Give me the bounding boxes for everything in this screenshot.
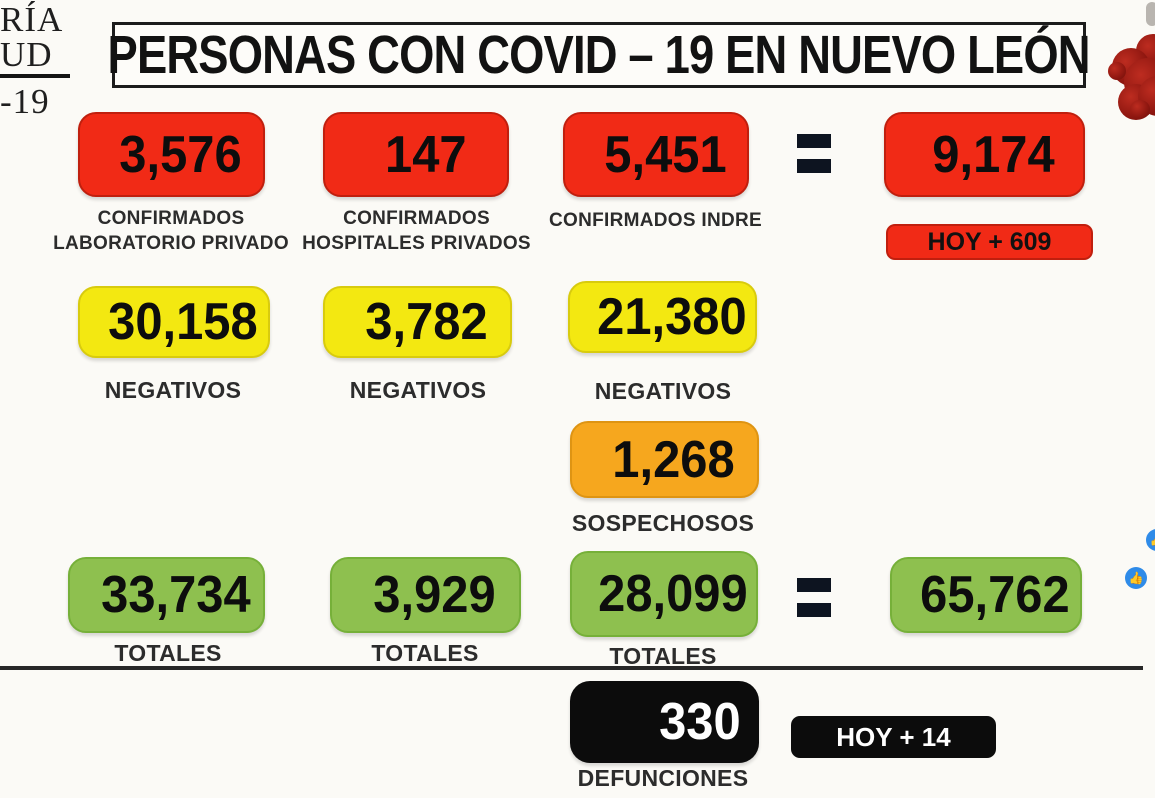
negatives-private-lab-box: 30,158 (78, 286, 270, 358)
confirmed-private-hospitals-label: CONFIRMADOS HOSPITALES PRIVADOS (294, 206, 539, 256)
virus-blob (1130, 100, 1150, 118)
totals-private-hospitals-value: 3,929 (373, 566, 497, 624)
label-line: NEGATIVOS (594, 378, 732, 404)
label-line: HOSPITALES PRIVADOS (302, 233, 531, 254)
negatives-private-lab-value: 30,158 (108, 293, 259, 351)
negatives-private-hospitals-label: NEGATIVOS (308, 378, 528, 402)
confirmed-today-badge: HOY + 609 (886, 224, 1093, 260)
deaths-value: 330 (659, 693, 741, 751)
confirmed-private-lab-value: 3,576 (119, 125, 243, 184)
negatives-indre-value: 21,380 (597, 288, 747, 346)
negatives-private-lab-label: NEGATIVOS (63, 378, 283, 402)
confirmed-indre-label: CONFIRMADOS INDRE (533, 208, 778, 233)
deaths-label: DEFUNCIONES (553, 766, 773, 790)
negatives-private-hospitals-box: 3,782 (323, 286, 512, 358)
thumbs-up-icon: 👍 (1125, 567, 1147, 589)
label-line: TOTALES (609, 643, 717, 669)
totals-private-lab-box: 33,734 (68, 557, 265, 633)
equals-bar (797, 159, 831, 173)
totals-private-lab-label: TOTALES (58, 641, 278, 665)
equals-bar (797, 578, 831, 592)
virus-blob (1112, 48, 1150, 86)
equals-bar (797, 134, 831, 148)
confirmed-private-lab-box: 3,576 (78, 112, 265, 197)
deaths-today-badge: HOY + 14 (791, 716, 996, 758)
deaths-today-text: HOY + 14 (836, 721, 951, 752)
totals-private-hospitals-box: 3,929 (330, 557, 521, 633)
suspects-value: 1,268 (612, 430, 736, 489)
title-banner: PERSONAS CON COVID – 19 EN NUEVO LEÓN (108, 22, 1091, 88)
logo-underline (0, 74, 70, 78)
secretaria-salud-logo-fragment: RÍA UD -19 (0, 2, 70, 119)
thumbs-up-glyph: 👍 (1150, 534, 1155, 546)
virus-blob (1136, 34, 1155, 68)
confirmed-total-box: 9,174 (884, 112, 1085, 197)
suspects-box: 1,268 (570, 421, 759, 498)
label-line: DEFUNCIONES (577, 765, 749, 791)
thumbs-up-icon: 👍 (1146, 529, 1155, 551)
virus-blob (1138, 76, 1155, 116)
confirmed-today-text: HOY + 609 (927, 227, 1052, 256)
totals-private-hospitals-label: TOTALES (315, 641, 535, 665)
virus-blob (1118, 84, 1154, 120)
label-line: CONFIRMADOS (343, 208, 490, 229)
confirmed-indre-box: 5,451 (563, 112, 749, 197)
logo-text-fragment-2: UD (0, 35, 53, 74)
virus-spike-fragment (1146, 2, 1155, 26)
confirmed-private-hospitals-value: 147 (384, 125, 467, 184)
negatives-indre-label: NEGATIVOS (553, 379, 773, 403)
page-title: PERSONAS CON COVID – 19 EN NUEVO LEÓN (107, 25, 1091, 85)
label-line: NEGATIVOS (349, 377, 487, 403)
thumbs-up-glyph: 👍 (1128, 571, 1144, 585)
label-line: TOTALES (114, 640, 222, 666)
confirmed-indre-value: 5,451 (604, 125, 727, 184)
suspects-label: SOSPECHOSOS (553, 511, 773, 535)
divider-line (0, 666, 1143, 670)
equals-icon (797, 134, 831, 184)
label-line: TOTALES (371, 640, 479, 666)
negatives-indre-box: 21,380 (568, 281, 757, 353)
totals-indre-box: 28,099 (570, 551, 758, 637)
confirmed-private-hospitals-box: 147 (323, 112, 509, 197)
logo-text-fragment-1: RÍA (0, 0, 64, 39)
logo-text-fragment-3: -19 (0, 82, 50, 121)
totals-private-lab-value: 33,734 (101, 566, 251, 624)
totals-total-value: 65,762 (920, 566, 1071, 624)
label-line: LABORATORIO PRIVADO (53, 233, 289, 254)
virus-blob (1124, 58, 1155, 106)
confirmed-total-value: 9,174 (932, 125, 1056, 184)
label-line: CONFIRMADOS INDRE (548, 210, 763, 231)
label-line: CONFIRMADOS (97, 208, 245, 229)
equals-icon (797, 578, 831, 628)
label-line: SOSPECHOSOS (571, 510, 755, 536)
deaths-box: 330 (570, 681, 759, 763)
equals-bar (797, 603, 831, 617)
totals-indre-value: 28,099 (598, 565, 749, 623)
totals-total-box: 65,762 (890, 557, 1082, 633)
totals-indre-label: TOTALES (553, 644, 773, 668)
label-line: NEGATIVOS (104, 377, 242, 403)
confirmed-private-lab-label: CONFIRMADOS LABORATORIO PRIVADO (28, 206, 314, 256)
negatives-private-hospitals-value: 3,782 (365, 293, 489, 351)
virus-blob (1108, 62, 1126, 80)
